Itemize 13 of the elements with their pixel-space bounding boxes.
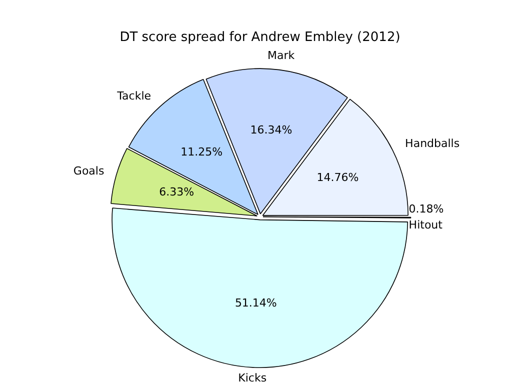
slice-label: Tackle [116, 90, 152, 103]
slice-label: Kicks [238, 372, 267, 385]
slice-label: Mark [267, 48, 296, 62]
data-label: 51.14% [234, 296, 277, 310]
slice-label: Handballs [405, 137, 460, 150]
data-label: 0.18% [408, 202, 444, 216]
data-label: 16.34% [250, 124, 292, 137]
data-label: 11.25% [180, 145, 223, 158]
slice-label: Goals [73, 164, 104, 178]
chart-title: DT score spread for Andrew Embley (2012) [120, 30, 400, 46]
data-label: 14.76% [316, 170, 359, 184]
slice-label: Hitout [408, 218, 444, 232]
data-label: 6.33% [159, 186, 194, 198]
